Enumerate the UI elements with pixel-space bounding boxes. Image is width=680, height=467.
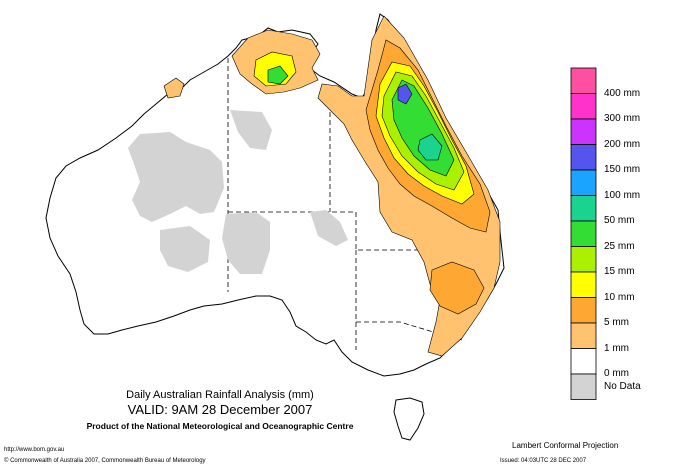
source-url: http://www.bom.gov.au	[4, 447, 65, 453]
legend-label: 200 mm	[604, 138, 641, 150]
rain-150-200mm	[397, 83, 413, 105]
rain-50-100mm	[417, 133, 443, 161]
legend-swatch	[570, 271, 597, 298]
legend-swatch	[570, 348, 597, 375]
rain-25-50mm-nt	[267, 65, 289, 85]
valid-date: VALID: 9AM 28 December 2007	[127, 402, 313, 417]
no-data-region	[230, 110, 272, 150]
legend-swatch	[570, 118, 597, 145]
no-data-areas	[128, 110, 348, 274]
legend-label: 150 mm	[604, 164, 641, 175]
legend-swatch	[570, 246, 597, 273]
legend-label: No Data	[604, 381, 641, 392]
tasmania	[393, 397, 425, 441]
legend-swatch	[570, 67, 597, 94]
legend-swatch	[570, 93, 597, 120]
legend-swatch	[570, 373, 597, 400]
legend-swatch	[570, 220, 597, 247]
issued-time: Issued: 04:03UTC 28 DEC 2007	[500, 458, 587, 464]
legend-label: 15 mm	[604, 266, 635, 277]
legend-color-bar	[570, 67, 597, 400]
product-credit: Product of the National Meteorological a…	[86, 421, 354, 431]
no-data-region	[310, 210, 348, 246]
legend-label: 100 mm	[604, 189, 641, 201]
legend-swatch	[570, 169, 597, 196]
no-data-region	[128, 132, 224, 222]
legend-label: 300 mm	[604, 113, 641, 124]
legend-label: 5 mm	[604, 317, 629, 328]
legend-label: 1 mm	[604, 342, 629, 354]
map-title: Daily Australian Rainfall Analysis (mm)	[126, 389, 314, 401]
rain-1-5mm-kimberley	[163, 77, 185, 99]
legend-label: 0 mm	[604, 368, 629, 379]
legend-label: 10 mm	[604, 291, 635, 303]
legend-label: 50 mm	[604, 215, 635, 226]
legend-swatch	[570, 195, 597, 222]
legend-swatch	[570, 297, 597, 324]
no-data-region	[160, 226, 210, 272]
rain-5-10mm-sq	[429, 261, 485, 315]
legend-swatch	[570, 322, 597, 349]
no-data-region	[222, 212, 270, 274]
legend-swatch	[570, 144, 597, 171]
rainfall-fills	[163, 15, 501, 357]
legend-label: 25 mm	[604, 240, 635, 252]
legend-label: 400 mm	[604, 87, 641, 99]
projection-note: Lambert Conformal Projection	[512, 441, 619, 450]
copyright-notice: © Commonwealth of Australia 2007, Common…	[4, 458, 206, 464]
